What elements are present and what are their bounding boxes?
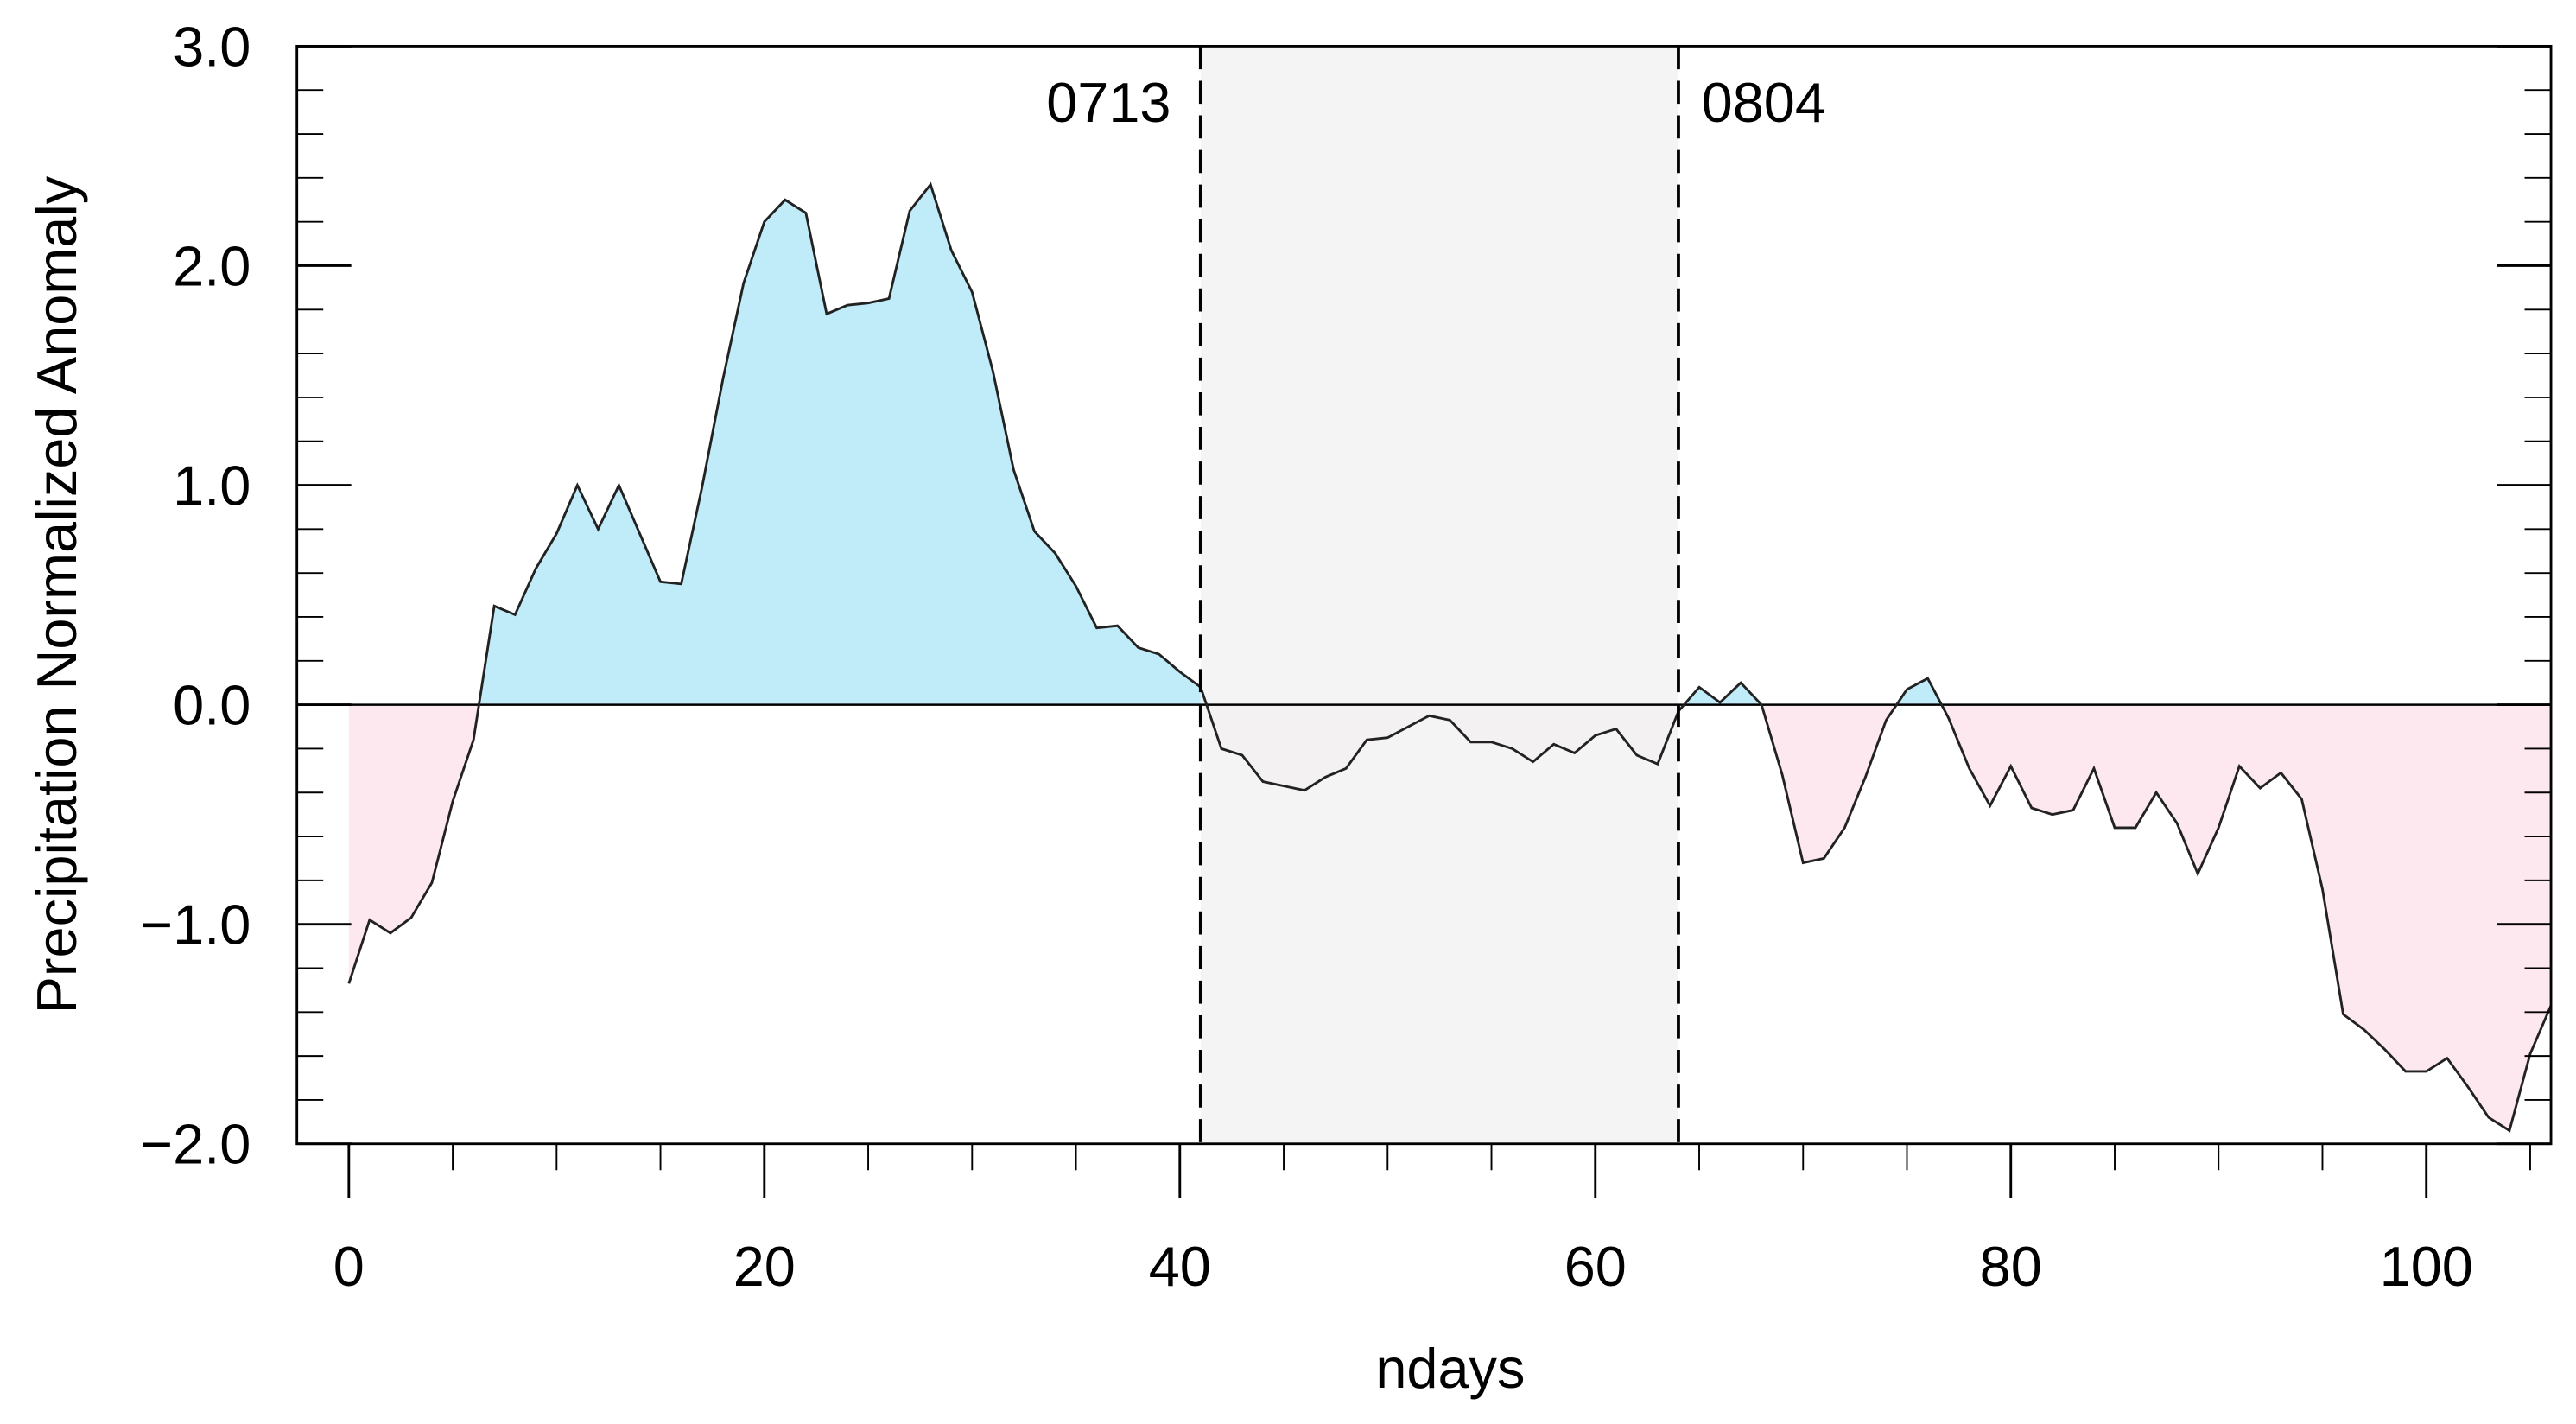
x-tick-label: 80 [1980, 1235, 2042, 1298]
event-label: 0713 [1046, 71, 1171, 134]
positive-area [348, 184, 2552, 705]
y-tick-label: 0.0 [173, 673, 251, 736]
x-tick-label: 100 [2380, 1235, 2473, 1298]
shaded-period [1200, 46, 1678, 1144]
y-tick-label: 2.0 [173, 234, 251, 297]
x-tick-label: 20 [733, 1235, 796, 1298]
y-tick-label: 1.0 [173, 454, 251, 517]
y-tick-label: −2.0 [140, 1113, 251, 1176]
y-axis-label: Precipitation Normalized Anomaly [25, 175, 88, 1014]
x-tick-label: 40 [1149, 1235, 1211, 1298]
y-tick-label: 3.0 [173, 15, 251, 78]
plot-area [296, 46, 2552, 1144]
x-tick-label: 0 [333, 1235, 365, 1298]
data-line [347, 181, 2552, 1133]
x-axis-label: ndays [1375, 1337, 1525, 1400]
negative-area [348, 704, 2552, 1131]
y-tick-label: −1.0 [140, 893, 251, 957]
event-label: 0804 [1702, 71, 1826, 134]
plot-frame [295, 44, 2553, 1146]
x-tick-label: 60 [1564, 1235, 1627, 1298]
